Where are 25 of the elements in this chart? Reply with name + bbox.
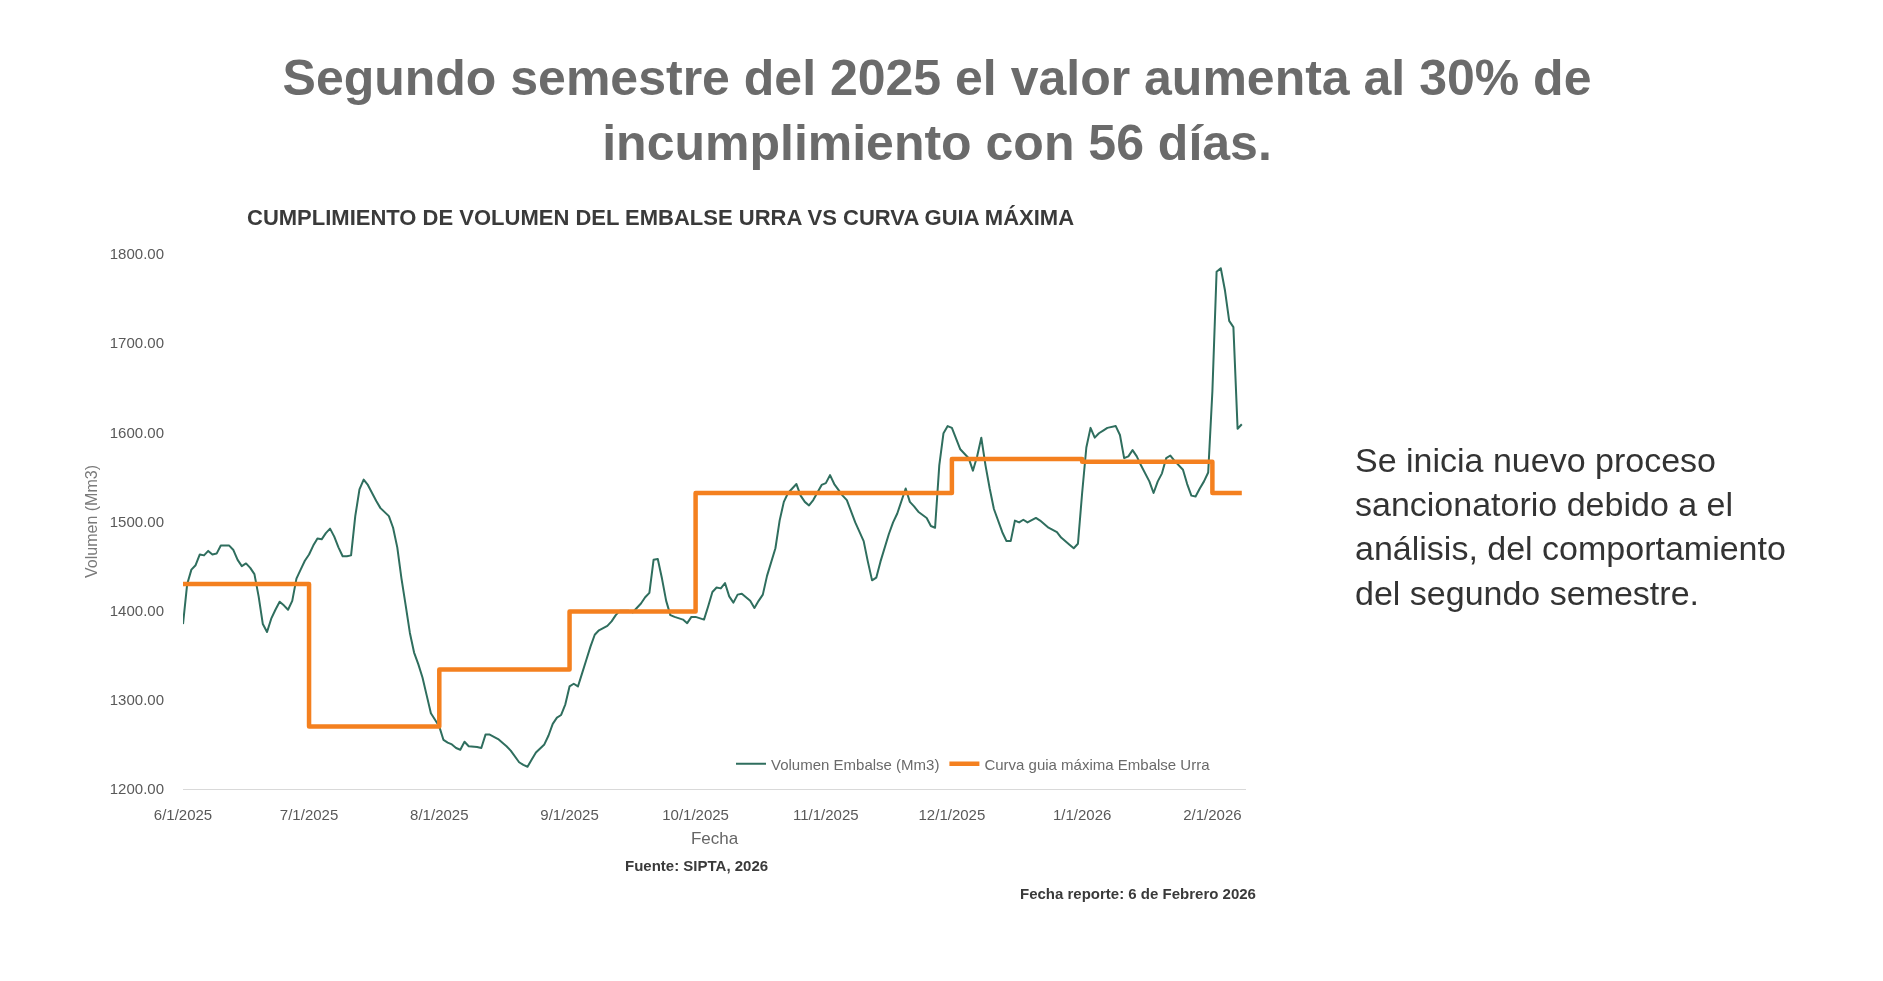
x-tick-label: 7/1/2025 bbox=[279, 806, 339, 823]
y-tick-label: 1600.00 bbox=[109, 423, 164, 441]
text: Se inicia nuevo proceso sancionatorio debido a el análisis, del comportamiento del segundo semestre. bbox=[1355, 441, 1786, 612]
x-tick-label: 2/1/2026 bbox=[1183, 806, 1242, 823]
x-tick-label: 1/1/2026 bbox=[1052, 806, 1112, 823]
y-tick-label: 1700.00 bbox=[109, 334, 164, 352]
legend-label: Curva guia máxima Embalse Urra bbox=[984, 755, 1211, 773]
x-axis-title: Fecha bbox=[690, 829, 739, 849]
y-axis-title: Volumen (Mm3) bbox=[82, 465, 100, 578]
text: Fecha reporte: 6 de Febrero 2026 bbox=[1020, 885, 1256, 902]
x-tick-label: 8/1/2025 bbox=[410, 806, 469, 823]
source-note: Fuente: SIPTA, 2026 bbox=[625, 857, 769, 874]
x-tick-label: 11/1/2025 bbox=[793, 806, 859, 823]
x-tick-label: 12/1/2025 bbox=[918, 806, 986, 823]
y-tick-label: 1400.00 bbox=[109, 601, 164, 619]
y-tick-label: 1200.00 bbox=[109, 780, 164, 798]
x-tick-label: 10/1/2025 bbox=[662, 806, 729, 823]
y-tick-label: 1800.00 bbox=[109, 245, 164, 263]
y-tick-label: 1300.00 bbox=[109, 691, 164, 709]
chart-title: Segundo semestre del 2025 el valor aumenta al 30% de incumplimiento con 56 días. bbox=[282, 50, 1592, 171]
chart-subtitle: CUMPLIMIENTO DE VOLUMEN DEL EMBALSE URRA VS CURVA GUIA MÁXIMA bbox=[247, 205, 1075, 230]
y-tick-label: 1500.00 bbox=[109, 512, 164, 530]
legend-label: Volumen Embalse (Mm3) bbox=[771, 755, 940, 773]
x-tick-label: 6/1/2025 bbox=[153, 806, 213, 823]
x-tick-label: 9/1/2025 bbox=[540, 806, 599, 823]
